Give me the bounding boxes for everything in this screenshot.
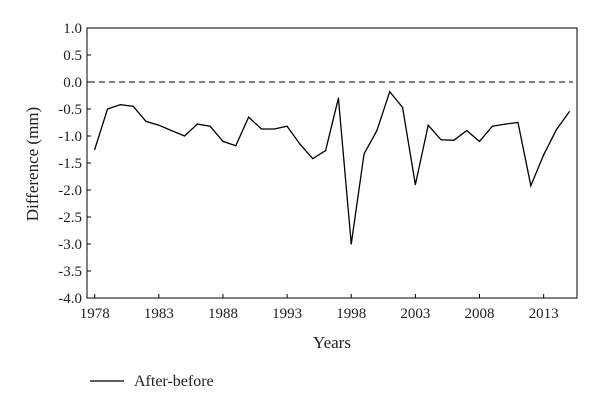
data-point	[555, 128, 558, 131]
y-axis-title: Difference (mm)	[23, 107, 42, 221]
data-point	[312, 158, 314, 160]
data-point	[119, 104, 121, 106]
x-tick-label: 1983	[144, 306, 174, 322]
data-point	[222, 140, 224, 142]
data-point	[376, 130, 378, 132]
data-point	[440, 139, 442, 141]
y-tick-label: -1.5	[58, 156, 82, 172]
data-point	[171, 130, 173, 132]
data-point	[196, 123, 198, 125]
data-point	[530, 185, 532, 187]
y-tick-label: 0.5	[63, 48, 82, 64]
data-point	[504, 123, 506, 125]
x-tick-label: 1988	[208, 306, 238, 322]
data-point	[209, 125, 211, 127]
y-tick-label: -1.0	[58, 129, 82, 145]
data-point	[260, 128, 263, 130]
x-axis-title: Years	[313, 333, 351, 352]
data-point	[94, 148, 96, 151]
x-axis-ticks: 1978 1983 1988 1993 1998 2003 2008 2013	[80, 294, 559, 322]
y-tick-label: -4.0	[58, 291, 82, 307]
legend-label-after-before: After-before	[134, 373, 214, 390]
data-point	[363, 153, 365, 155]
data-point	[299, 143, 301, 145]
data-point	[401, 106, 404, 108]
data-point	[286, 125, 288, 127]
y-tick-label: 0.0	[63, 75, 82, 91]
x-tick-label: 1993	[272, 306, 302, 322]
legend: After-before	[90, 373, 214, 390]
plot-area	[86, 27, 578, 299]
x-tick-label: 2008	[465, 306, 495, 322]
data-point	[543, 154, 545, 156]
data-point	[466, 130, 468, 132]
plot-frame	[86, 27, 578, 299]
data-point	[517, 121, 519, 124]
data-point	[453, 139, 455, 141]
data-point	[273, 128, 275, 130]
y-tick-label: -3.0	[58, 237, 82, 253]
y-tick-label: -3.5	[58, 264, 82, 280]
y-tick-label: -2.5	[58, 210, 82, 226]
data-point	[389, 91, 391, 93]
y-tick-label: -2.0	[58, 183, 82, 199]
x-tick-label: 1978	[80, 306, 110, 322]
y-axis-ticks: 1.0 0.5 0.0 -0.5 -1.0 -1.5 -2.0 -2.5 -3.0 -3.5 -4.…	[58, 21, 91, 307]
data-point	[145, 120, 147, 123]
data-point	[478, 140, 481, 142]
data-point	[106, 108, 109, 110]
data-point	[414, 184, 416, 186]
data-point	[248, 116, 250, 118]
data-point	[235, 145, 237, 147]
data-point	[158, 124, 160, 126]
y-tick-label: -0.5	[58, 102, 82, 118]
data-point	[350, 243, 352, 245]
data-point	[491, 125, 493, 127]
x-tick-label: 1998	[336, 306, 366, 322]
x-tick-label: 2013	[529, 306, 559, 322]
data-point	[132, 105, 134, 107]
data-point	[183, 135, 186, 137]
data-point	[427, 124, 429, 126]
y-tick-label: 1.0	[63, 21, 82, 37]
x-tick-label: 2003	[400, 306, 430, 322]
data-point	[324, 149, 327, 152]
series-line-after-before	[94, 90, 570, 245]
data-point	[337, 97, 340, 99]
data-point	[568, 111, 570, 113]
